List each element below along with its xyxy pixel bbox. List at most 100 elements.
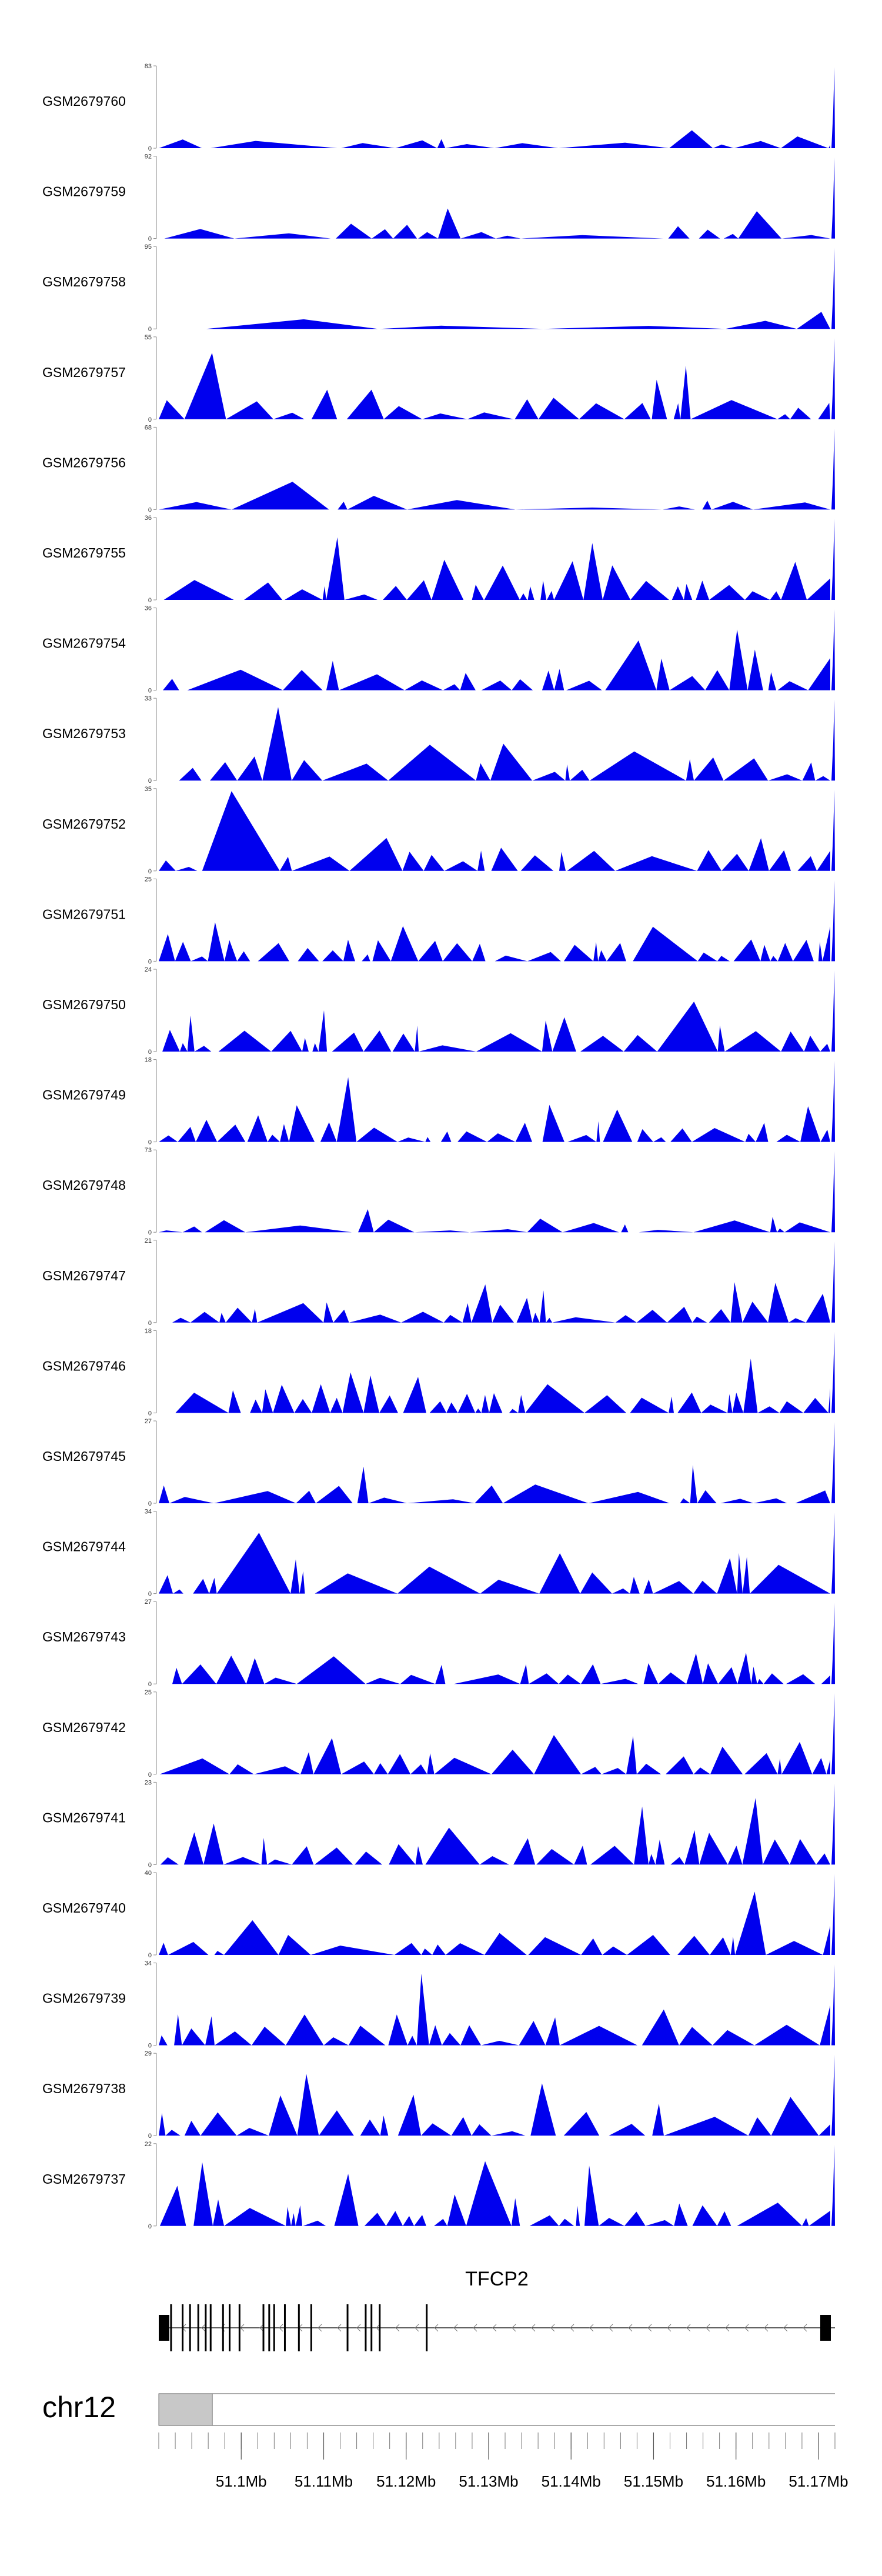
strand-arrow-icon bbox=[279, 2324, 283, 2332]
strand-arrow-icon bbox=[415, 2324, 419, 2332]
track-signal-area bbox=[159, 2054, 835, 2136]
track-y-zero-label: 0 bbox=[148, 1591, 152, 1598]
track-signal-area bbox=[159, 1964, 835, 2046]
strand-arrow-icon bbox=[609, 2324, 613, 2332]
track-sample-label: GSM2679753 bbox=[42, 726, 126, 741]
track-y-max-label: 27 bbox=[145, 1599, 152, 1606]
track-sample-label: GSM2679755 bbox=[42, 545, 126, 560]
strand-arrow-icon bbox=[201, 2324, 206, 2332]
track-y-zero-label: 0 bbox=[148, 868, 152, 875]
chromosome-label: chr12 bbox=[42, 2391, 116, 2424]
track-y-zero-label: 0 bbox=[148, 2223, 152, 2230]
track-signal-area bbox=[159, 1693, 835, 1774]
track-sample-label: GSM2679754 bbox=[42, 636, 126, 651]
track-sample-label: GSM2679737 bbox=[42, 2171, 126, 2187]
track-y-max-label: 25 bbox=[145, 1689, 152, 1696]
track-signal-area bbox=[159, 1874, 835, 1955]
gene-exon bbox=[346, 2304, 349, 2351]
track-y-max-label: 95 bbox=[145, 243, 152, 251]
track-sample-label: GSM2679747 bbox=[42, 1268, 126, 1283]
track-y-max-label: 24 bbox=[145, 966, 152, 973]
strand-arrow-icon bbox=[628, 2324, 633, 2332]
track-signal-area bbox=[159, 880, 835, 962]
track-y-zero-label: 0 bbox=[148, 1861, 152, 1868]
track-y-max-label: 73 bbox=[145, 1147, 152, 1154]
track-signal-area bbox=[159, 1241, 835, 1323]
track-y-zero-label: 0 bbox=[148, 236, 152, 243]
track-y-max-label: 18 bbox=[145, 1327, 152, 1334]
track-y-max-label: 35 bbox=[145, 786, 152, 793]
track-sample-label: GSM2679748 bbox=[42, 1177, 126, 1193]
gene-exon bbox=[365, 2304, 367, 2351]
track-sample-label: GSM2679751 bbox=[42, 906, 126, 922]
track-y-max-label: 29 bbox=[145, 2050, 152, 2057]
track-signal-area bbox=[159, 1332, 835, 1413]
track-y-zero-label: 0 bbox=[148, 1229, 152, 1236]
gene-exon bbox=[197, 2304, 199, 2351]
track-y-zero-label: 0 bbox=[148, 416, 152, 423]
strand-arrow-icon bbox=[512, 2324, 516, 2332]
track-y-zero-label: 0 bbox=[148, 1139, 152, 1146]
track-sample-label: GSM2679738 bbox=[42, 2081, 126, 2096]
track-sample-label: GSM2679746 bbox=[42, 1358, 126, 1373]
gene-exon bbox=[222, 2304, 224, 2351]
strand-arrow-icon bbox=[589, 2324, 594, 2332]
track-sample-label: GSM2679760 bbox=[42, 94, 126, 109]
strand-arrow-icon bbox=[318, 2324, 322, 2332]
track-signal-area bbox=[159, 699, 835, 781]
gene-exon bbox=[379, 2304, 381, 2351]
track-y-max-label: 92 bbox=[145, 154, 152, 161]
track-sample-label: GSM2679741 bbox=[42, 1810, 126, 1825]
strand-arrow-icon bbox=[647, 2324, 652, 2332]
x-tick-label: 51.11Mb bbox=[295, 2472, 353, 2490]
track-sample-label: GSM2679745 bbox=[42, 1449, 126, 1464]
gene-exon bbox=[370, 2304, 373, 2351]
gene-exon bbox=[170, 2304, 172, 2351]
track-y-max-label: 40 bbox=[145, 1870, 152, 1877]
track-signal-area bbox=[159, 609, 835, 690]
track-sample-label: GSM2679757 bbox=[42, 365, 126, 380]
gene-exon bbox=[182, 2304, 184, 2351]
track-y-zero-label: 0 bbox=[148, 778, 152, 785]
track-signal-area bbox=[159, 1151, 835, 1233]
track-y-max-label: 23 bbox=[145, 1779, 152, 1786]
gene-exon bbox=[426, 2304, 428, 2351]
strand-arrow-icon bbox=[337, 2324, 342, 2332]
gene-exon bbox=[205, 2304, 207, 2351]
track-sample-label: GSM2679744 bbox=[42, 1539, 126, 1554]
track-sample-label: GSM2679749 bbox=[42, 1087, 126, 1103]
track-sample-label: GSM2679742 bbox=[42, 1720, 126, 1735]
track-y-zero-label: 0 bbox=[148, 688, 152, 695]
x-tick-label: 51.15Mb bbox=[624, 2472, 683, 2490]
strand-arrow-icon bbox=[395, 2324, 400, 2332]
track-y-zero-label: 0 bbox=[148, 958, 152, 965]
track-y-max-label: 68 bbox=[145, 424, 152, 431]
strand-arrow-icon bbox=[356, 2324, 361, 2332]
strand-arrow-icon bbox=[686, 2324, 691, 2332]
track-sample-label: GSM2679743 bbox=[42, 1629, 126, 1644]
track-signal-area bbox=[159, 2144, 835, 2226]
track-sample-label: GSM2679750 bbox=[42, 997, 126, 1012]
strand-arrow-icon bbox=[376, 2324, 380, 2332]
gene-exon bbox=[262, 2304, 265, 2351]
track-signal-area bbox=[159, 248, 835, 329]
track-y-max-label: 55 bbox=[145, 334, 152, 341]
track-y-zero-label: 0 bbox=[148, 1049, 152, 1056]
gene-exon bbox=[273, 2304, 275, 2351]
gene-exon bbox=[310, 2304, 312, 2351]
strand-arrow-icon bbox=[240, 2324, 245, 2332]
x-tick-label: 51.17Mb bbox=[789, 2472, 848, 2490]
gene-exon bbox=[820, 2315, 831, 2341]
track-sample-label: GSM2679759 bbox=[42, 184, 126, 199]
track-sample-label: GSM2679752 bbox=[42, 816, 126, 832]
gene-exon bbox=[238, 2304, 240, 2351]
strand-arrow-icon bbox=[259, 2324, 264, 2332]
strand-arrow-icon bbox=[453, 2324, 458, 2332]
track-y-max-label: 83 bbox=[145, 63, 152, 70]
track-y-max-label: 18 bbox=[145, 1057, 152, 1064]
track-y-zero-label: 0 bbox=[148, 1500, 152, 1507]
x-tick-label: 51.14Mb bbox=[542, 2472, 601, 2490]
strand-arrow-icon bbox=[803, 2324, 807, 2332]
strand-arrow-icon bbox=[706, 2324, 710, 2332]
